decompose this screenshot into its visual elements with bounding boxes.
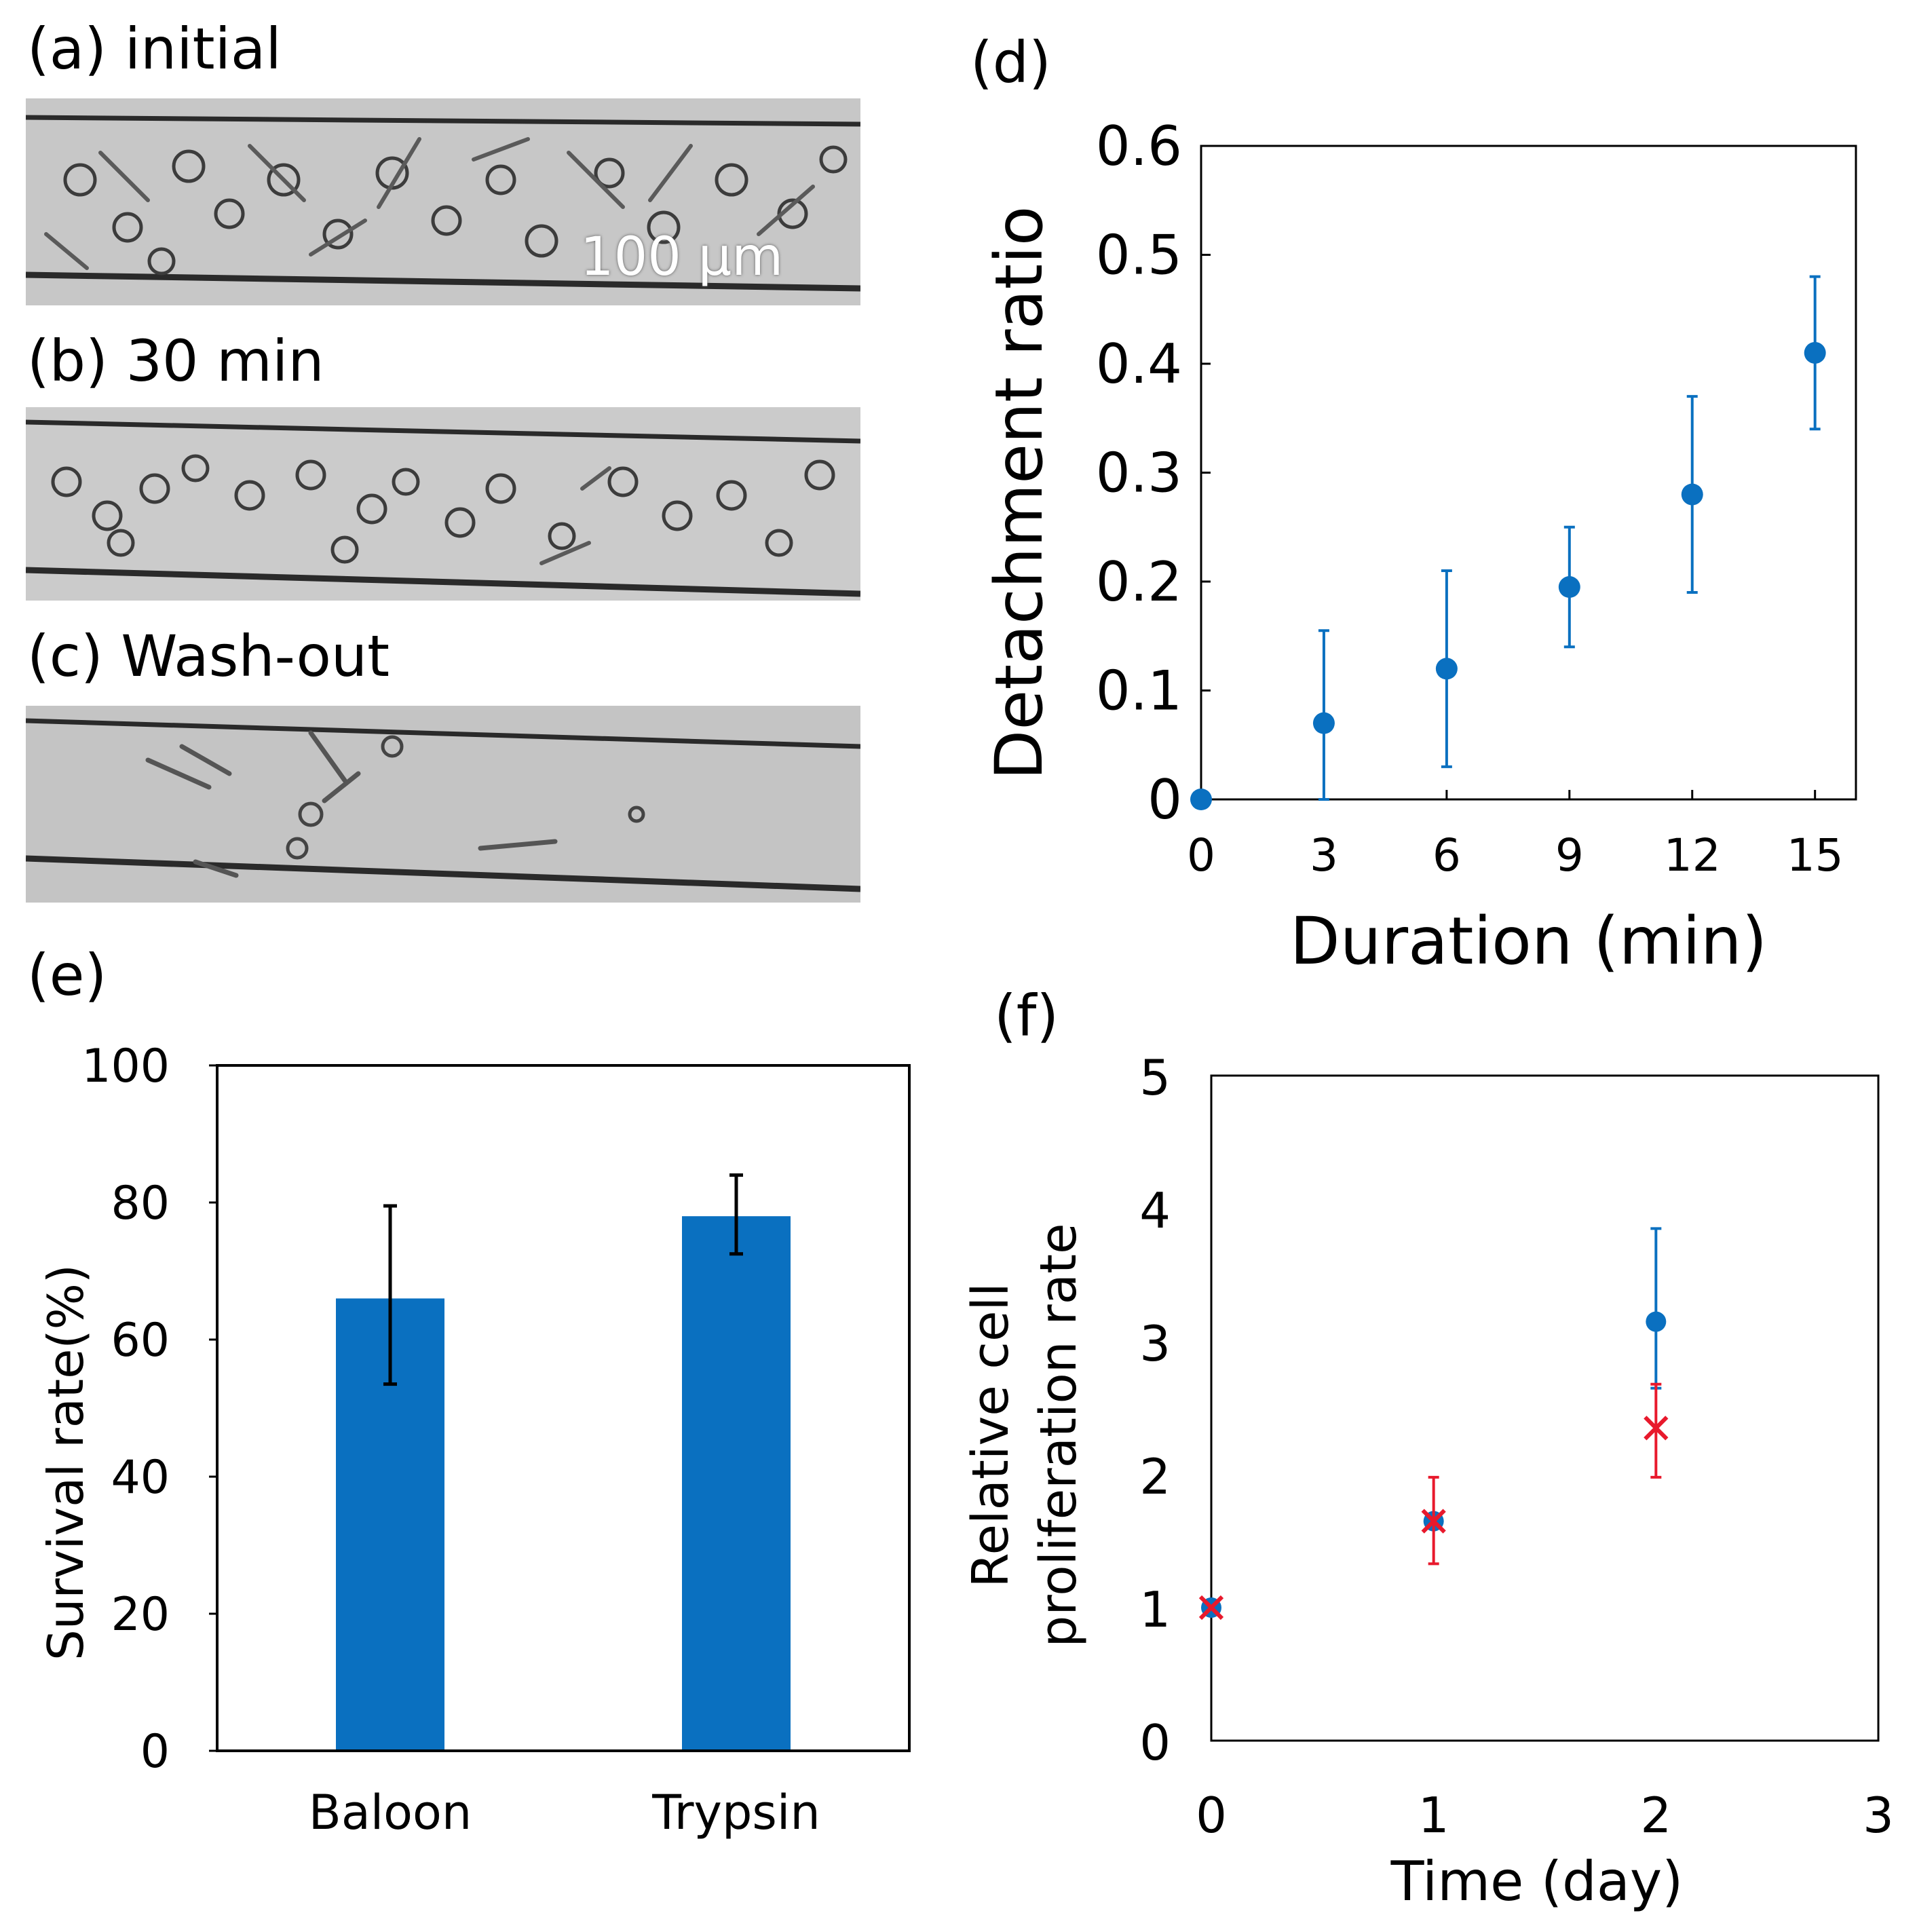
x-tick-label: 3 xyxy=(1863,1787,1894,1844)
x-tick-label: 0 xyxy=(1187,829,1215,882)
data-point xyxy=(1190,789,1212,810)
panel-f-label: (f) xyxy=(994,983,1059,1049)
x-axis-label: Duration (min) xyxy=(1290,903,1767,979)
y-tick-label: 3 xyxy=(1139,1315,1171,1372)
category-label: Baloon xyxy=(309,1785,472,1840)
data-point-red xyxy=(1198,1595,1224,1621)
y-tick-label: 0.3 xyxy=(1096,442,1182,505)
y-tick-label: 0.2 xyxy=(1096,550,1182,613)
data-point xyxy=(1681,483,1703,506)
plot-frame xyxy=(216,1064,911,1752)
panel-b-label: (b) 30 min xyxy=(27,328,324,394)
y-tick-label: 20 xyxy=(111,1588,170,1642)
micrograph-wash-out xyxy=(26,706,860,903)
y-tick-label: 0 xyxy=(1147,768,1182,831)
y-tick-label: 40 xyxy=(111,1451,170,1504)
panel-d-label: (d) xyxy=(970,29,1051,96)
micrograph-initial xyxy=(26,98,860,305)
x-tick-label: 6 xyxy=(1432,829,1461,882)
panel-c-label: (c) Wash-out xyxy=(27,623,390,689)
y-axis-label: Survival rate(%) xyxy=(37,1264,94,1661)
scale-bar-label: 100 μm xyxy=(580,227,784,288)
category-label: Trypsin xyxy=(651,1785,820,1840)
data-point xyxy=(1435,658,1458,680)
data-point-blue xyxy=(1646,1311,1667,1332)
y-axis-label-line-1: Relative cell xyxy=(962,1283,1020,1587)
x-tick-label: 1 xyxy=(1418,1787,1449,1844)
y-tick-label: 0.5 xyxy=(1096,224,1182,287)
panel-a-label: (a) initial xyxy=(27,16,282,82)
y-tick-label: 0.4 xyxy=(1096,333,1182,396)
y-tick-label: 4 xyxy=(1139,1182,1171,1239)
bar xyxy=(682,1216,791,1751)
y-tick-label: 0.1 xyxy=(1096,660,1182,723)
x-tick-label: 2 xyxy=(1640,1787,1671,1844)
y-tick-label: 80 xyxy=(111,1177,170,1230)
data-point xyxy=(1312,712,1335,734)
data-point xyxy=(1804,341,1826,364)
y-tick-label: 5 xyxy=(1139,1049,1171,1106)
data-point-red xyxy=(1644,1416,1669,1441)
panel-e-label: (e) xyxy=(27,942,107,1008)
x-tick-label: 9 xyxy=(1555,829,1584,882)
plot-frame xyxy=(1210,1074,1880,1742)
micrograph-30min xyxy=(26,407,860,601)
x-tick-label: 3 xyxy=(1310,829,1338,882)
y-tick-label: 0 xyxy=(140,1725,170,1779)
y-tick-label: 0 xyxy=(1139,1714,1171,1771)
x-tick-label: 12 xyxy=(1664,829,1721,882)
y-tick-label: 100 xyxy=(81,1040,170,1093)
data-point-red xyxy=(1421,1509,1446,1534)
data-point xyxy=(1558,576,1580,599)
x-tick-label: 0 xyxy=(1196,1787,1227,1844)
x-tick-label: 15 xyxy=(1787,829,1844,882)
y-axis-label-line-2: proliferation rate xyxy=(1029,1223,1088,1647)
y-tick-label: 2 xyxy=(1139,1448,1171,1505)
x-axis-label: Time (day) xyxy=(1390,1850,1684,1913)
y-axis-label: Detachment ratio xyxy=(981,206,1057,780)
y-tick-label: 60 xyxy=(111,1314,170,1367)
y-tick-label: 1 xyxy=(1139,1581,1171,1638)
y-tick-label: 0.6 xyxy=(1096,115,1182,178)
